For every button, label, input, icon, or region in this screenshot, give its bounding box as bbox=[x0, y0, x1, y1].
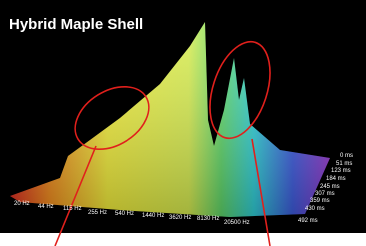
frequency-label: 115 Hz bbox=[63, 206, 82, 212]
frequency-label: 255 Hz bbox=[88, 210, 107, 216]
time-label: 492 ms bbox=[298, 218, 318, 224]
time-label: 51 ms bbox=[336, 161, 352, 167]
time-label: 430 ms bbox=[305, 206, 325, 212]
frequency-label: 20500 Hz bbox=[224, 220, 250, 226]
time-label: 307 ms bbox=[315, 191, 335, 197]
time-label: 0 ms bbox=[340, 153, 353, 159]
waterfall-figure: Hybrid Maple Shell 20 Hz 44 Hz 115 Hz 255 H… bbox=[0, 0, 366, 246]
frequency-label: 44 Hz bbox=[38, 204, 54, 210]
time-label: 123 ms bbox=[331, 168, 351, 174]
time-label: 245 ms bbox=[320, 184, 340, 190]
title: Hybrid Maple Shell bbox=[9, 16, 143, 33]
frequency-label: 540 Hz bbox=[115, 211, 134, 217]
time-label: 359 ms bbox=[310, 198, 330, 204]
time-label: 184 ms bbox=[326, 176, 346, 182]
frequency-label: 8130 Hz bbox=[197, 216, 219, 222]
frequency-label: 3620 Hz bbox=[169, 215, 191, 221]
frequency-label: 1440 Hz bbox=[142, 213, 164, 219]
frequency-label: 20 Hz bbox=[14, 201, 30, 207]
